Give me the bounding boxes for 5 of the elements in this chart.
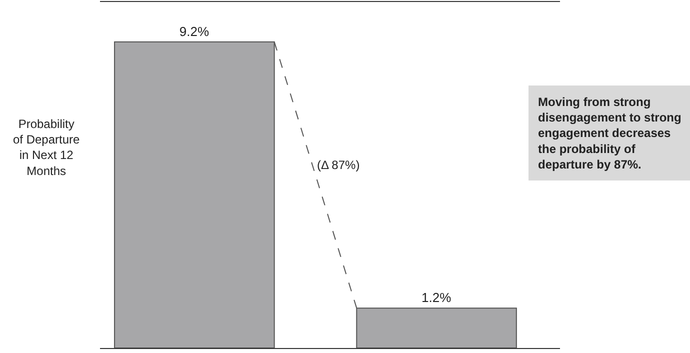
y-axis-title: Probability of Departure in Next 12 Months (13, 117, 80, 178)
data-label: 1.2% (421, 290, 452, 306)
annotation: Moving from strong disengagement to strong engagement decreases the probability of departure by 87%. (538, 95, 682, 172)
data-label: 9.2% (179, 24, 210, 39)
annotation: (Δ 87%) (317, 158, 360, 172)
